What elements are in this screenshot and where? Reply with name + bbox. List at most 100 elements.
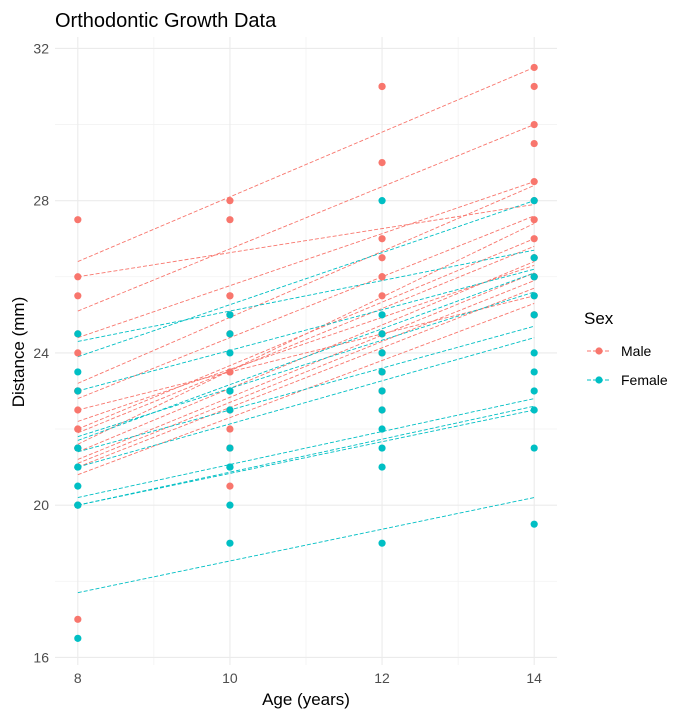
point-female-f08 — [530, 349, 538, 357]
point-female-f08 — [226, 387, 234, 395]
grid — [55, 37, 557, 665]
point-female-f05 — [378, 406, 386, 414]
point-female-f05 — [530, 368, 538, 376]
point-male-m04 — [530, 235, 538, 243]
point-male-m03 — [530, 216, 538, 224]
fit-line-female-f11 — [77, 249, 535, 342]
point-female-f03 — [378, 330, 386, 338]
legend-label: Male — [621, 343, 652, 359]
y-tick-label: 28 — [33, 193, 49, 209]
point-female-f11 — [378, 197, 386, 205]
fit-line-male-m10 — [77, 124, 535, 312]
point-male-m04 — [226, 216, 234, 224]
fit-line-male-m12 — [77, 185, 535, 384]
point-female-f10 — [74, 634, 82, 642]
point-female-f02 — [530, 292, 538, 300]
point-male-m04 — [378, 254, 386, 262]
point-female-f04 — [378, 311, 386, 319]
point-female-f06 — [378, 463, 386, 471]
point-male-m10 — [74, 216, 82, 224]
point-male-m07 — [226, 425, 234, 433]
point-female-f07 — [530, 311, 538, 319]
point-female-f04 — [530, 254, 538, 262]
y-tick-label: 20 — [33, 497, 49, 513]
point-male-m04 — [74, 292, 82, 300]
fit-line-male-m15 — [77, 215, 535, 399]
fit-line-female-f04 — [77, 200, 535, 358]
point-female-f07 — [74, 444, 82, 452]
legend-key-point — [595, 376, 603, 384]
fit-line-male-m03 — [77, 264, 535, 422]
point-male-m14 — [226, 292, 234, 300]
legend-key-point — [595, 347, 603, 355]
fit-line-female-f02 — [77, 325, 535, 453]
point-male-m12 — [226, 368, 234, 376]
fit-line-female-f07 — [77, 337, 535, 468]
legend: Sex Male Female — [584, 309, 668, 388]
x-axis-label: Age (years) — [262, 690, 350, 709]
point-female-f01 — [226, 501, 234, 509]
y-tick-label: 24 — [33, 345, 49, 361]
point-female-f10 — [530, 520, 538, 528]
point-female-f09 — [226, 463, 234, 471]
point-male-m14 — [74, 406, 82, 414]
fit-line-male-m06 — [77, 181, 535, 339]
point-male-m13 — [530, 139, 538, 148]
fit-line-male-m01 — [77, 67, 535, 262]
point-male-m09 — [226, 482, 234, 490]
legend-label: Female — [621, 372, 668, 388]
point-female-f09 — [74, 501, 82, 509]
point-female-f04 — [226, 330, 234, 338]
point-female-f11 — [530, 197, 538, 205]
point-female-f06 — [530, 406, 538, 414]
point-female-f09 — [378, 425, 386, 433]
point-female-f08 — [378, 368, 386, 376]
point-female-f02 — [378, 349, 386, 357]
legend-title: Sex — [584, 309, 614, 328]
point-female-f11 — [74, 330, 82, 338]
y-axis-label: Distance (mm) — [9, 297, 28, 408]
fit-line-male-m07 — [77, 272, 535, 460]
y-tick-label: 32 — [33, 40, 49, 56]
point-female-f07 — [226, 406, 234, 414]
point-male-m10 — [530, 63, 538, 72]
point-female-f02 — [226, 444, 234, 452]
point-female-f03 — [530, 273, 538, 281]
x-tick-label: 8 — [74, 670, 82, 686]
chart-title: Orthodontic Growth Data — [55, 10, 277, 32]
fit-line-male-m13 — [77, 238, 535, 430]
fit-line-female-f03 — [77, 268, 535, 392]
point-male-m15 — [530, 120, 538, 129]
data-points — [74, 63, 538, 642]
point-male-m01 — [74, 273, 82, 281]
fit-line-male-m04 — [77, 204, 535, 278]
y-tick-labels: 16 20 24 28 32 — [33, 40, 49, 665]
point-female-f01 — [378, 444, 386, 452]
point-female-f10 — [378, 539, 386, 547]
point-male-m06 — [378, 235, 386, 243]
point-female-f07 — [378, 387, 386, 395]
point-male-m10 — [378, 82, 386, 91]
fit-line-male-m08 — [77, 295, 535, 411]
fit-line-male-m02 — [77, 280, 535, 464]
x-tick-label: 10 — [222, 670, 238, 686]
point-male-m15 — [378, 273, 386, 281]
point-male-m13 — [74, 615, 82, 623]
point-female-f03 — [226, 349, 234, 357]
point-female-f02 — [74, 463, 82, 471]
point-female-f04 — [74, 368, 82, 376]
y-tick-label: 16 — [33, 649, 49, 665]
point-female-f01 — [530, 387, 538, 395]
fit-line-female-f10 — [77, 272, 535, 441]
point-male-m14 — [378, 292, 386, 300]
point-male-m01 — [378, 159, 386, 167]
fit-line-male-m16 — [77, 287, 535, 468]
point-female-f10 — [226, 539, 234, 547]
point-female-f03 — [74, 482, 82, 490]
x-tick-label: 12 — [374, 670, 390, 686]
x-tick-labels: 8 10 12 14 — [74, 670, 542, 686]
point-male-m01 — [530, 82, 538, 91]
point-female-f11 — [226, 311, 234, 319]
x-tick-label: 14 — [526, 670, 542, 686]
